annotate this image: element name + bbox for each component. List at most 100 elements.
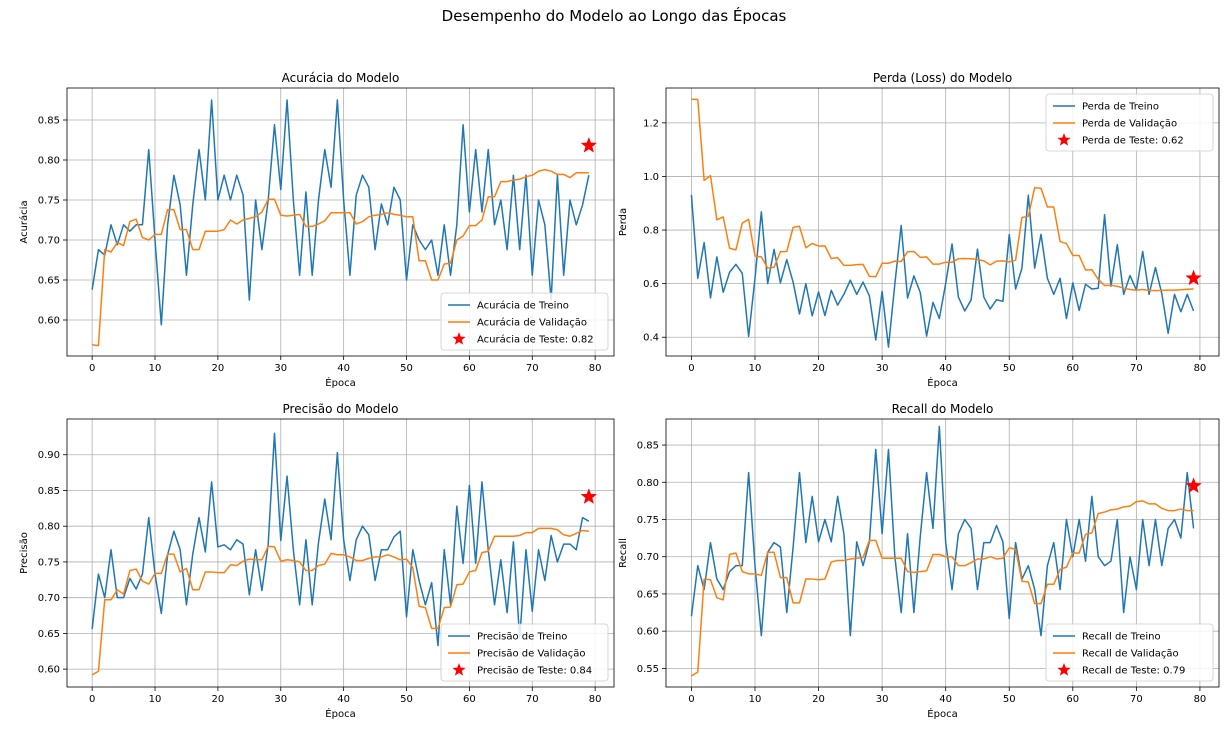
loss-legend-box: [1045, 93, 1214, 152]
recall-legend-box: [1045, 623, 1214, 682]
loss-xtick-label: 0: [688, 363, 694, 374]
precision-legend-box: [440, 623, 609, 682]
precision-xtick-label: 10: [149, 694, 162, 705]
accuracy-legend-test-label: Acurácia de Teste: 0.82: [477, 334, 594, 346]
precision-chart-title: Precisão do Modelo: [283, 402, 399, 416]
accuracy-chart: 0 10 20 30 40 50 60 70 80 0.60 0.65 0.70 0.75 0.80 0.8…: [18, 71, 615, 389]
loss-legend-train-label: Perda de Treino: [1082, 102, 1159, 113]
precision-axes-frame: [66, 418, 615, 688]
accuracy-legend-box: [440, 292, 609, 351]
loss-y-axis-label: Perda: [618, 208, 629, 236]
recall-x-axis-label: Época: [927, 707, 957, 720]
accuracy-legend-train-label: Acurácia de Treino: [477, 300, 569, 312]
precision-ytick-label: 0.75: [38, 557, 60, 568]
loss-xtick-label: 20: [812, 363, 825, 374]
loss-xtick-label: 70: [1130, 363, 1143, 374]
loss-test-point-star: [1185, 269, 1202, 286]
accuracy-legend-validation-label: Acurácia de Validação: [477, 317, 587, 329]
precision-xtick-label: 60: [463, 694, 476, 705]
recall-ytick-label: 0.70: [637, 552, 659, 563]
recall-xtick-label: 40: [939, 694, 952, 705]
precision-y-axis-label: Precisão: [19, 532, 30, 574]
loss-ytick-label: 0.4: [643, 333, 659, 344]
precision-ytick-label: 0.60: [38, 665, 60, 676]
recall-chart-title: Recall do Modelo: [892, 402, 994, 416]
recall-train-line: [690, 425, 1195, 637]
accuracy-test-point-star: [580, 136, 598, 153]
loss-validation-line: [691, 98, 1194, 292]
precision-legend: Precisão de Treino Precisão de Validação P…: [440, 623, 609, 682]
accuracy-axes-frame: [66, 87, 615, 357]
accuracy-xtick-label: 0: [89, 363, 95, 374]
recall-xtick-label: 80: [1194, 694, 1207, 705]
recall-xtick-label: 50: [1003, 694, 1016, 705]
precision-ytick-label: 0.65: [38, 629, 60, 640]
accuracy-ytick-label: 0.70: [38, 236, 60, 247]
recall-ytick-label: 0.60: [637, 627, 659, 638]
recall-axes-frame: [665, 418, 1220, 688]
accuracy-xtick-label: 10: [149, 363, 162, 374]
precision-validation-line: [91, 527, 589, 676]
recall-xtick-label: 30: [876, 694, 889, 705]
loss-chart-title: Perda (Loss) do Modelo: [873, 71, 1012, 85]
loss-xtick-label: 50: [1003, 363, 1016, 374]
precision-xtick-label: 20: [212, 694, 225, 705]
loss-legend-validation-label: Perda de Validação: [1082, 119, 1177, 130]
recall-ytick-label: 0.75: [637, 515, 659, 526]
recall-xtick-label: 60: [1066, 694, 1079, 705]
accuracy-xtick-label: 20: [212, 363, 225, 374]
accuracy-ytick-label: 0.65: [38, 276, 60, 287]
loss-xtick-label: 80: [1194, 363, 1207, 374]
accuracy-xtick-label: 40: [337, 363, 350, 374]
precision-train-line: [91, 432, 590, 647]
precision-xtick-label: 0: [89, 694, 95, 705]
precision-ytick-label: 0.70: [38, 593, 60, 604]
recall-ytick-label: 0.80: [637, 478, 659, 489]
loss-legend-test-star: [1057, 133, 1071, 146]
recall-legend: Recall de Treino Recall de Validação Recal…: [1045, 623, 1214, 682]
loss-ytick-label: 0.8: [643, 226, 659, 237]
accuracy-x-axis-label: Época: [325, 376, 355, 389]
accuracy-ytick-label: 0.85: [38, 116, 60, 127]
precision-legend-train-label: Precisão de Treino: [477, 632, 567, 643]
loss-xtick-label: 40: [939, 363, 952, 374]
precision-xtick-label: 30: [274, 694, 287, 705]
recall-y-axis-label: Recall: [618, 538, 629, 568]
precision-x-axis-label: Época: [325, 707, 355, 720]
precision-ytick-label: 0.90: [38, 450, 60, 461]
accuracy-ytick-label: 0.80: [38, 156, 60, 167]
precision-legend-test-label: Precisão de Teste: 0.84: [477, 666, 592, 677]
figure-title: Desempenho do Modelo ao Longo das Épocas: [441, 7, 787, 25]
accuracy-legend-test-star: [452, 332, 466, 345]
loss-xtick-label: 10: [749, 363, 762, 374]
loss-ytick-label: 1.2: [643, 118, 659, 129]
recall-ytick-label: 0.85: [637, 441, 659, 452]
loss-legend: Perda de Treino Perda de Validação Perda d…: [1045, 93, 1214, 152]
recall-xtick-label: 70: [1130, 694, 1143, 705]
accuracy-legend: Acurácia de Treino Acurácia de Validação A…: [440, 292, 609, 351]
recall-ytick-label: 0.65: [637, 589, 659, 600]
precision-test-point-star: [580, 488, 598, 504]
accuracy-chart-title: Acurácia do Modelo: [282, 71, 400, 85]
accuracy-xtick-label: 60: [463, 363, 476, 374]
accuracy-grid: [67, 88, 614, 356]
precision-xtick-label: 50: [400, 694, 413, 705]
loss-legend-test-label: Perda de Teste: 0.62: [1082, 136, 1184, 147]
recall-xtick-label: 0: [688, 694, 694, 705]
accuracy-ytick-label: 0.60: [38, 316, 60, 327]
accuracy-xtick-label: 30: [274, 363, 287, 374]
recall-xtick-label: 10: [749, 694, 762, 705]
precision-xtick-label: 80: [589, 694, 602, 705]
accuracy-y-axis-label: Acurácia: [18, 200, 30, 243]
accuracy-xtick-label: 70: [526, 363, 539, 374]
loss-xtick-label: 30: [876, 363, 889, 374]
precision-legend-test-star: [452, 663, 466, 676]
precision-xtick-label: 70: [526, 694, 539, 705]
recall-validation-line: [691, 500, 1194, 677]
loss-grid: [666, 88, 1219, 356]
recall-legend-train-label: Recall de Treino: [1082, 632, 1161, 643]
precision-chart: 0 10 20 30 40 50 60 70 80 0.60 0.65 0.70 0.75 0.80 0.8…: [19, 402, 615, 720]
recall-xtick-label: 20: [812, 694, 825, 705]
recall-legend-validation-label: Recall de Validação: [1082, 649, 1179, 660]
